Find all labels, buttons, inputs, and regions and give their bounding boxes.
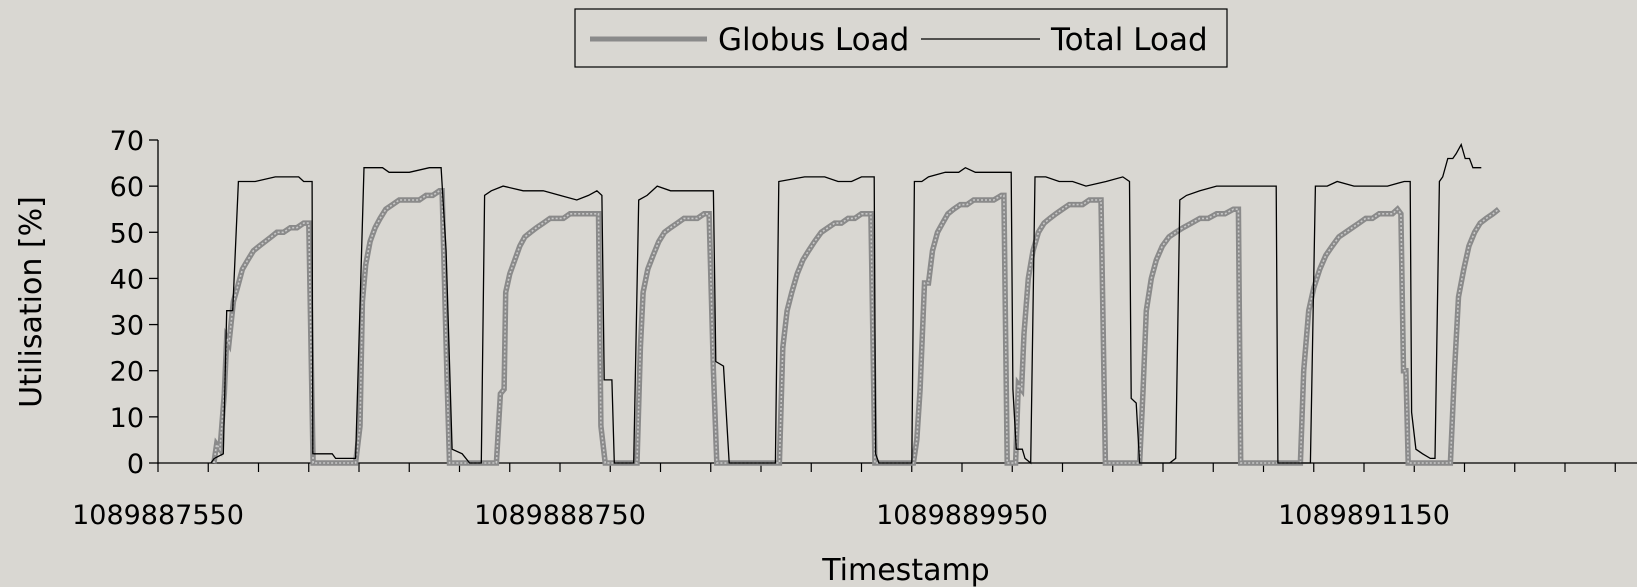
y-axis-ticks: 0 10 20 30 40 50 60 70 (110, 126, 158, 480)
legend-label-total-load: Total Load (1050, 22, 1208, 58)
y-tick-label: 20 (110, 357, 144, 388)
series-line-globus-load-highlight (213, 190, 1500, 464)
legend-label-globus-load: Globus Load (718, 22, 909, 58)
series-line-globus-load (211, 188, 1501, 466)
legend: Globus Load Total Load (574, 8, 1228, 68)
y-tick-label: 50 (110, 218, 144, 249)
x-tick-label: 1089889950 (876, 500, 1048, 531)
series-layer (210, 142, 1501, 466)
y-tick-label: 30 (110, 311, 144, 342)
x-tick-label: 1089891150 (1278, 500, 1450, 531)
x-axis-ticks: 1089887550 1089888750 1089889950 1089891150 (72, 463, 1616, 531)
y-tick-label: 10 (110, 403, 144, 434)
x-tick-label: 1089888750 (474, 500, 646, 531)
y-tick-label: 60 (110, 172, 144, 203)
y-tick-label: 70 (110, 126, 144, 157)
y-tick-label: 40 (110, 264, 144, 295)
x-axis-title: Timestamp (821, 553, 989, 587)
x-tick-label: 1089887550 (72, 500, 244, 531)
series-line-total-load (210, 142, 1482, 465)
y-axis-title: Utilisation [%] (14, 196, 49, 408)
y-tick-label: 0 (127, 449, 144, 480)
